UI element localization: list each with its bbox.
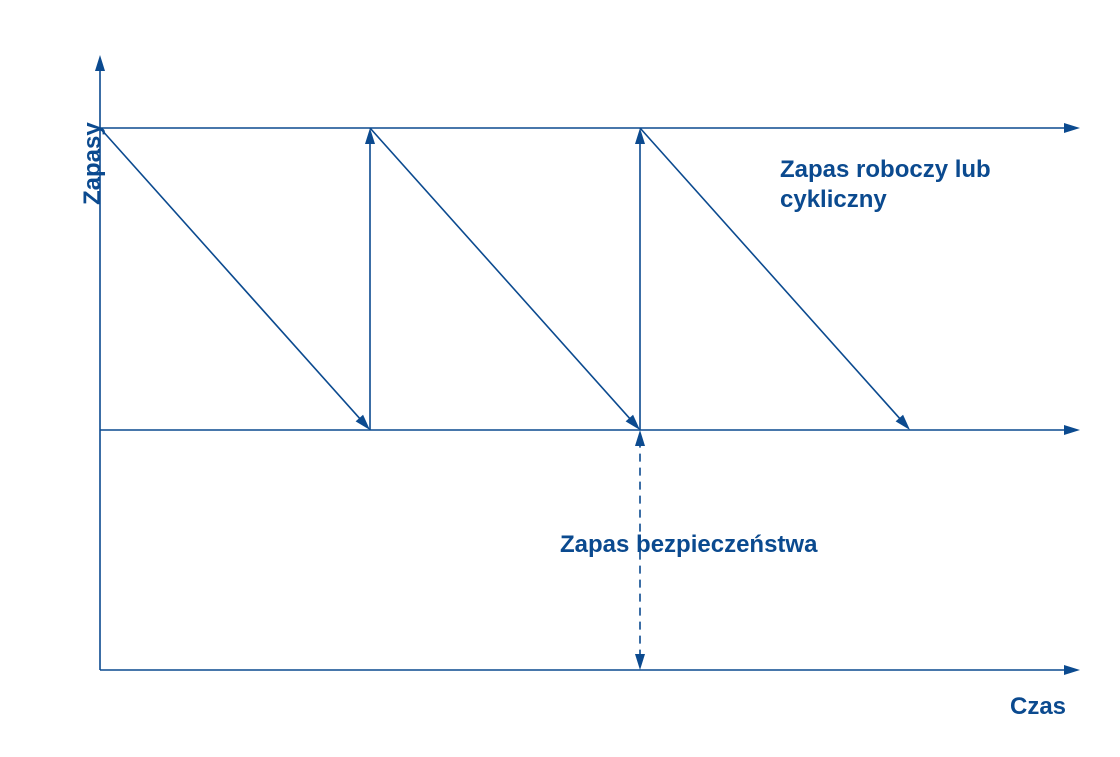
y-axis-label: Zapasy [78,122,108,205]
safety-stock-label: Zapas bezpieczeństwa [560,530,817,560]
diagram-canvas: Zapasy Czas Zapas roboczy lub cykliczny … [0,0,1120,757]
working-stock-label: Zapas roboczy lub cykliczny [780,155,991,215]
diagram-svg [0,0,1120,757]
x-axis-label: Czas [1010,692,1066,722]
